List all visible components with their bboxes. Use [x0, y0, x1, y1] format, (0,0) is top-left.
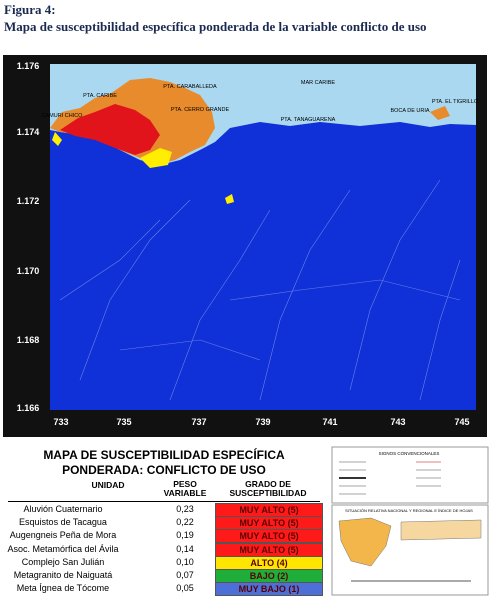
table-header: PESO VARIABLE [163, 479, 207, 498]
y-coordinate-label: 1.170 [17, 266, 40, 276]
very-high-zone [60, 104, 160, 155]
signs-lines [339, 461, 441, 495]
table-cell: Augengneis Peña de Mora [9, 530, 117, 541]
table-cell: 0,19 [176, 530, 194, 541]
table-header: GRADO DE SUSCEPTIBILIDAD [229, 479, 307, 498]
high-zone [225, 194, 234, 204]
high-zone [140, 148, 172, 168]
place-label: PTA. EL TIGRILLO [432, 99, 479, 105]
drainage [59, 179, 461, 401]
y-coordinate-label: 1.168 [17, 335, 40, 345]
table-cell: Esquistos de Tacagua [19, 517, 107, 528]
signs-title: SIGNOS CONVENCIONALES [379, 451, 440, 456]
figure-caption: Mapa de susceptibilidad específica ponde… [4, 19, 427, 34]
table-cell: Meta Ígnea de Tócome [16, 583, 110, 594]
table-cell: 0,10 [176, 556, 194, 567]
table-cell: Metagranito de Naiguatá [13, 570, 113, 580]
y-coordinate-label: 1.176 [17, 61, 40, 71]
y-coordinate-label: 1.166 [17, 403, 40, 413]
legend-title-line: PONDERADA: CONFLICTO DE USO [62, 463, 266, 477]
place-label: BOCA DE URIA [390, 108, 429, 114]
high-zone [52, 132, 62, 146]
table-cell: 0,07 [176, 570, 194, 580]
susceptibility-cell: MUY ALTO (5) [215, 542, 323, 557]
figure-label: Figura 4: [4, 2, 56, 17]
table-cell: 0,23 [176, 504, 194, 514]
x-coordinate-label: 735 [116, 417, 131, 427]
header-rule [8, 501, 320, 502]
legend-title: MAPA DE SUSCEPTIBILIDAD ESPECÍFICA PONDER… [4, 448, 324, 478]
place-label: CAMURI CHICO [42, 113, 84, 119]
urban-area [430, 106, 450, 120]
insets: SIGNOS CONVENCIONALES SITUACIÓN RELATIVA… [331, 446, 489, 596]
table-cell: Aluvión Cuaternario [23, 504, 103, 514]
susceptibility-cell: MUY ALTO (5) [215, 516, 323, 531]
place-label: PTA. TANAGUARENA [281, 117, 336, 123]
table-cell: 0,14 [176, 543, 194, 554]
table-header: UNIDAD [91, 480, 125, 490]
y-coordinate-label: 1.172 [17, 196, 40, 206]
table-cell: Asoc. Metamórfica del Ávila [7, 543, 119, 554]
place-label: PTA. CERRO GRANDE [171, 107, 230, 113]
table-cell: 0,05 [176, 583, 194, 594]
map: 1.176 1.174 1.172 1.170 1.168 1.166 733 735 737 7… [3, 55, 487, 437]
x-coordinate-label: 741 [322, 417, 337, 427]
place-label: PTA. CARIBE [83, 93, 117, 99]
location-title: SITUACIÓN RELATIVA NACIONAL Y REGIONAL E… [345, 508, 473, 513]
susceptibility-cell: ALTO (4) [215, 555, 323, 570]
x-coordinate-label: 743 [390, 417, 405, 427]
y-coordinate-label: 1.174 [17, 127, 40, 137]
place-label: MAR CARIBE [301, 80, 336, 86]
susceptibility-cell: MUY BAJO (1) [215, 582, 323, 597]
x-coordinate-label: 745 [454, 417, 469, 427]
susceptibility-cell: MUY ALTO (5) [215, 503, 323, 517]
table-cell: 0,22 [176, 517, 194, 528]
region-map [400, 519, 482, 541]
country-map [338, 517, 392, 567]
x-coordinate-label: 737 [191, 417, 206, 427]
susceptibility-cell: MUY ALTO (5) [215, 529, 323, 544]
x-coordinate-label: 733 [53, 417, 68, 427]
susceptibility-cell: BAJO (2) [215, 569, 323, 583]
place-label: PTA. CARABALLEDA [163, 84, 217, 90]
legend-title-line: MAPA DE SUSCEPTIBILIDAD ESPECÍFICA [43, 448, 285, 462]
table-cell: Complejo San Julián [21, 556, 105, 567]
x-coordinate-label: 739 [255, 417, 270, 427]
